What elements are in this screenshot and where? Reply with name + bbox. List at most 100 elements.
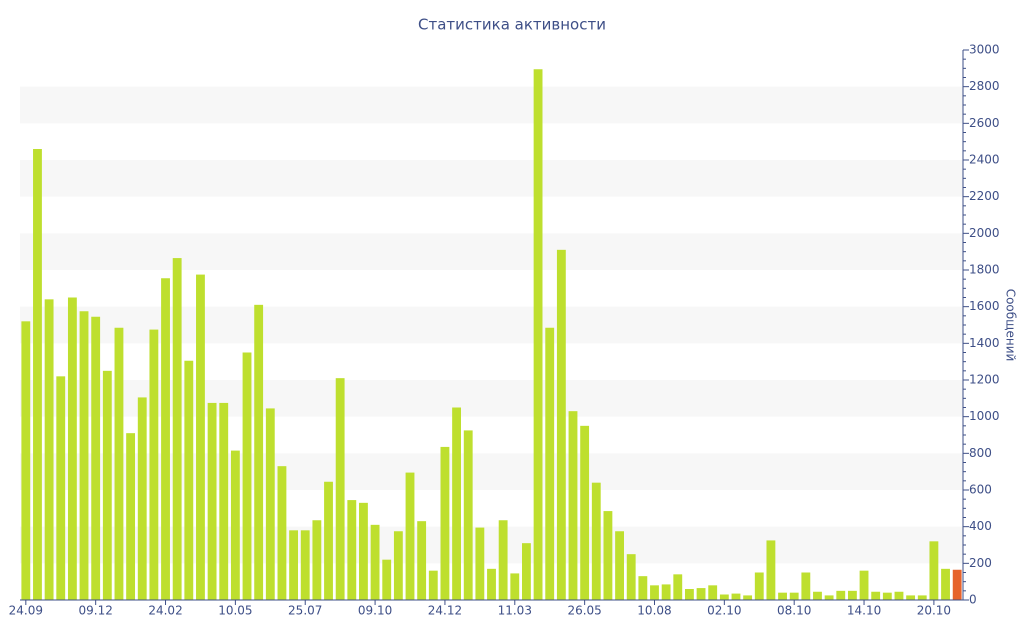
bar — [33, 149, 42, 600]
y-tick-label: 2400 — [969, 153, 1000, 167]
bar — [743, 595, 753, 600]
y-tick-label: 1000 — [969, 409, 1000, 423]
bar — [440, 446, 450, 600]
x-tick-label: 09.12 — [78, 604, 112, 618]
grid-band — [20, 86, 963, 124]
x-tick-label: 08.10 — [777, 604, 811, 618]
x-tick-label: 20.10 — [917, 604, 951, 618]
bar — [615, 531, 624, 600]
y-tick-label: 1400 — [969, 336, 1000, 350]
y-tick-label: 800 — [969, 446, 992, 460]
y-tick-label: 600 — [969, 483, 992, 497]
bar — [766, 540, 776, 600]
y-tick-label: 400 — [969, 519, 992, 533]
bar — [312, 520, 322, 600]
bar — [952, 569, 962, 600]
bar — [568, 411, 578, 600]
bar — [836, 590, 846, 600]
bar — [882, 592, 892, 600]
y-tick-label: 1200 — [969, 373, 1000, 387]
bar — [289, 530, 299, 600]
bar — [417, 521, 427, 600]
bar — [941, 568, 950, 600]
bar — [684, 589, 694, 600]
bar — [661, 584, 671, 600]
bar — [487, 568, 496, 600]
bar — [917, 595, 927, 600]
bar — [522, 543, 531, 600]
bar — [533, 69, 543, 600]
bar — [591, 482, 601, 600]
bar — [778, 592, 787, 600]
bar — [44, 299, 54, 600]
y-tick-label: 200 — [969, 556, 992, 570]
bar — [114, 327, 124, 600]
bar — [91, 316, 101, 600]
bar — [405, 472, 415, 600]
bar — [650, 585, 659, 600]
bar — [463, 430, 473, 600]
x-tick-label: 10.05 — [218, 604, 252, 618]
bar — [789, 592, 799, 600]
x-tick-label: 09.10 — [358, 604, 392, 618]
bar — [871, 591, 881, 600]
bar — [207, 402, 217, 600]
bar — [67, 297, 77, 600]
bar — [859, 570, 869, 600]
bar — [265, 408, 275, 600]
x-tick-label: 25.07 — [288, 604, 322, 618]
bar — [719, 594, 729, 600]
y-tick-label: 3000 — [969, 43, 1000, 57]
grid-band — [20, 160, 963, 197]
y-tick-label: 2800 — [969, 79, 1000, 93]
bar — [184, 360, 194, 600]
x-tick-label: 14.10 — [847, 604, 881, 618]
x-tick-label: 10.08 — [637, 604, 671, 618]
bar — [708, 585, 718, 600]
bar — [452, 407, 461, 600]
bar — [393, 531, 403, 600]
bar — [906, 595, 916, 600]
bar — [196, 274, 205, 600]
bar — [824, 595, 834, 600]
bar — [626, 554, 636, 600]
bar — [21, 321, 31, 600]
bar — [428, 570, 438, 600]
x-tick-label: 11.03 — [498, 604, 532, 618]
bar — [731, 593, 741, 600]
y-tick-label: 1600 — [969, 299, 1000, 313]
bar — [545, 327, 555, 600]
bar — [847, 590, 857, 600]
bar — [638, 576, 648, 600]
bar — [126, 433, 136, 600]
bar — [56, 376, 66, 600]
bar — [149, 329, 159, 600]
bar — [230, 450, 240, 600]
bar — [219, 402, 229, 600]
x-tick-label: 24.09 — [9, 604, 43, 618]
bar — [254, 304, 264, 600]
bar — [580, 425, 590, 600]
bar — [102, 370, 112, 600]
bar — [801, 572, 811, 600]
bar — [370, 524, 380, 600]
bar — [242, 352, 252, 600]
bar — [347, 500, 357, 600]
bar — [300, 530, 310, 600]
x-tick-label: 26.05 — [567, 604, 601, 618]
bar — [172, 258, 182, 600]
bar — [324, 481, 333, 600]
y-tick-label: 0 — [969, 593, 977, 607]
bar — [137, 397, 147, 600]
bar — [382, 559, 392, 600]
y-tick-label: 1800 — [969, 263, 1000, 277]
bar — [161, 278, 170, 600]
x-tick-label: 02.10 — [707, 604, 741, 618]
bar — [696, 588, 706, 600]
y-axis-label: Сообщений — [1004, 289, 1018, 362]
bar — [498, 520, 508, 600]
bar — [929, 541, 939, 600]
bar — [359, 502, 368, 600]
bar — [475, 527, 485, 600]
